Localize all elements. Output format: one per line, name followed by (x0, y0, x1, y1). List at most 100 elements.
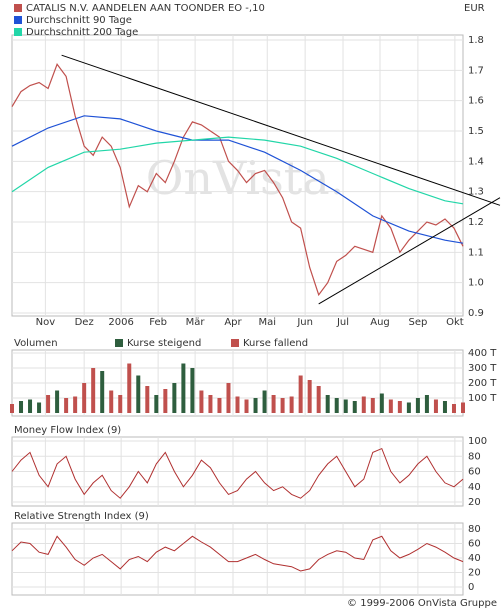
volume-bar (388, 399, 393, 413)
volume-bar (28, 399, 33, 413)
volume-bar (172, 383, 177, 413)
volume-bar (100, 371, 105, 413)
watermark: OnVista. (146, 151, 345, 205)
volume-bar (307, 380, 312, 413)
volume-bar (136, 375, 141, 413)
y-tick-label: 1.5 (468, 126, 484, 137)
series-line (11, 63, 464, 297)
volume-bar (37, 402, 42, 413)
legend-swatch (14, 16, 22, 24)
legend-label: Kurse steigend (127, 338, 201, 349)
y-tick-label: 0.9 (468, 308, 484, 319)
volume-bar (397, 401, 402, 413)
y-tick-label: 100 T (468, 393, 497, 404)
y-tick-label: 300 T (468, 363, 497, 374)
panel-title: Volumen (14, 338, 58, 349)
y-tick-label: 1.7 (468, 65, 484, 76)
x-tick-label: Jul (336, 317, 349, 328)
volume-bar (289, 396, 294, 413)
volume-bar (461, 402, 465, 413)
volume-bar (226, 383, 231, 413)
volume-bar (55, 390, 60, 413)
volume-bar (118, 395, 123, 413)
y-tick-label: 1.3 (468, 187, 484, 198)
volume-bar (145, 386, 150, 413)
volume-bar (46, 395, 51, 413)
x-tick-label: Apr (224, 317, 242, 328)
x-tick-label: Jun (296, 317, 313, 328)
volume-bar (343, 399, 348, 413)
volume-bar (154, 395, 159, 413)
volume-bar (208, 395, 213, 413)
y-tick-label: 20 (468, 568, 481, 579)
volume-bar (424, 395, 429, 413)
x-tick-label: Okt (446, 317, 464, 328)
legend-label: Durchschnitt 90 Tage (26, 15, 132, 26)
x-tick-label: Dez (75, 317, 94, 328)
volume-bar (91, 368, 96, 413)
x-tick-label: Nov (36, 317, 56, 328)
volume-bar (316, 386, 321, 413)
x-tick-label: Mai (258, 317, 276, 328)
volume-bar (352, 401, 357, 413)
volume-bar (298, 375, 303, 413)
volume-bar (181, 363, 186, 413)
y-tick-label: 40 (468, 553, 481, 564)
y-tick-label: 200 T (468, 378, 497, 389)
volume-bar (19, 401, 24, 413)
volume-bar (82, 383, 87, 413)
y-tick-label: 1.4 (468, 156, 484, 167)
y-tick-label: 1.0 (468, 278, 484, 289)
y-tick-label: 1.1 (468, 247, 484, 258)
y-tick-label: 80 (468, 451, 481, 462)
volume-bar (217, 398, 222, 413)
y-tick-label: 40 (468, 482, 481, 493)
x-tick-label: Sep (408, 317, 427, 328)
legend-label: Durchschnitt 200 Tage (26, 27, 138, 38)
volume-bar (64, 398, 69, 413)
y-tick-label: 0 (468, 582, 474, 593)
volume-bar (433, 399, 438, 413)
x-tick-label: 2006 (108, 317, 133, 328)
volume-bar (451, 404, 456, 413)
y-tick-label: 100 (468, 436, 487, 447)
volume-bar (271, 395, 276, 413)
volume-bar (235, 396, 240, 413)
panel-title: Relative Strength Index (9) (14, 511, 149, 522)
series-line (11, 136, 464, 205)
y-tick-label: 60 (468, 467, 481, 478)
panel-frame (11, 34, 464, 317)
volume-bar (109, 390, 114, 413)
volume-bar (163, 389, 168, 413)
volume-bar (415, 398, 420, 413)
copyright: © 1999-2006 OnVista Gruppe (347, 598, 497, 609)
volume-bar (262, 390, 267, 413)
y-tick-label: 20 (468, 497, 481, 508)
volume-bar (361, 396, 366, 413)
x-tick-label: Aug (370, 317, 390, 328)
panel-title: Money Flow Index (9) (14, 425, 121, 436)
volume-bar (73, 396, 78, 413)
series-line (11, 535, 464, 572)
y-tick-label: 1.2 (468, 217, 484, 228)
y-tick-label: 80 (468, 524, 481, 535)
volume-bar (190, 368, 195, 413)
volume-bar (244, 399, 249, 413)
volume-bar (199, 390, 204, 413)
legend-swatch (14, 4, 22, 12)
legend-swatch (14, 28, 22, 36)
volume-bar (127, 363, 132, 413)
volume-bar (325, 395, 330, 413)
volume-bar (379, 393, 384, 413)
trend-line (318, 197, 501, 305)
legend-swatch (231, 339, 239, 347)
y-tick-label: 60 (468, 539, 481, 550)
volume-bar (442, 401, 447, 413)
volume-bar (253, 398, 258, 413)
volume-bar (280, 398, 285, 413)
legend-swatch (115, 339, 123, 347)
volume-bar (406, 402, 411, 413)
trend-line (61, 54, 501, 206)
currency-label: EUR (464, 3, 485, 14)
